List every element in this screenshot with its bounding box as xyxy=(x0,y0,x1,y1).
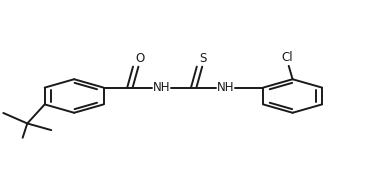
Text: NH: NH xyxy=(217,81,234,94)
Text: O: O xyxy=(135,52,144,65)
Text: Cl: Cl xyxy=(281,51,293,64)
Text: NH: NH xyxy=(153,81,170,94)
Text: S: S xyxy=(200,52,207,65)
